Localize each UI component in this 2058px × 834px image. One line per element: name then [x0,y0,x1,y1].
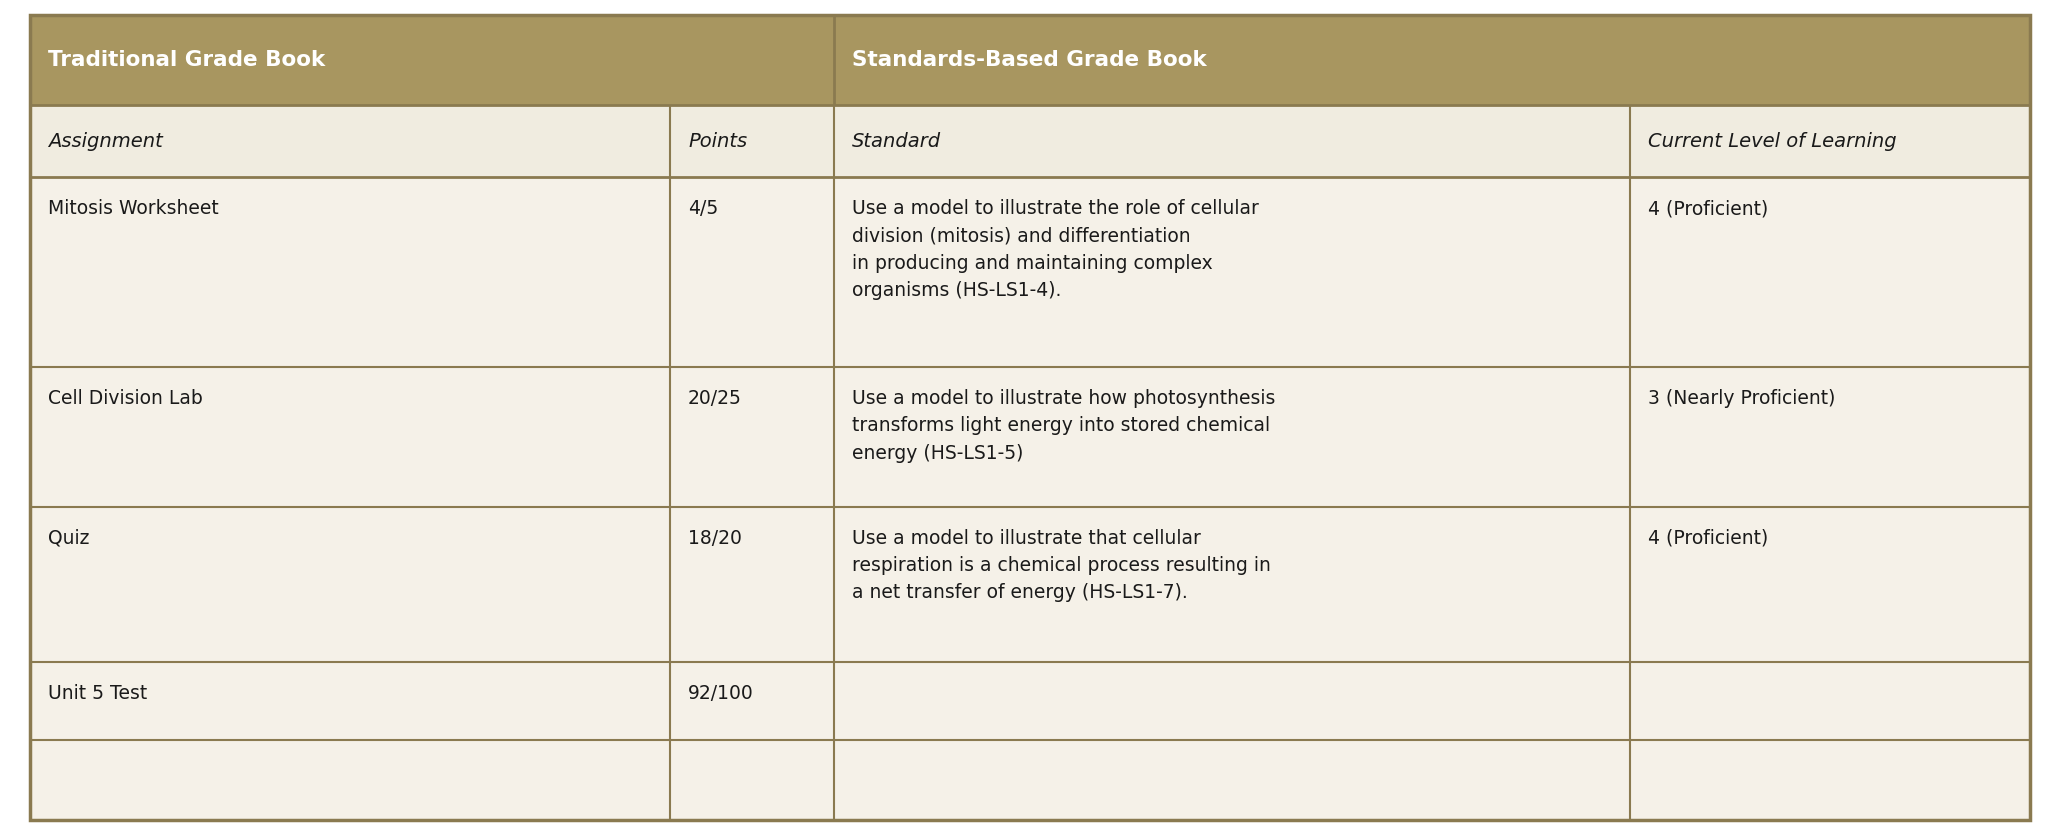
Text: Use a model to illustrate that cellular
respiration is a chemical process result: Use a model to illustrate that cellular … [852,529,1272,602]
Text: Use a model to illustrate how photosynthesis
transforms light energy into stored: Use a model to illustrate how photosynth… [852,389,1276,463]
Text: Traditional Grade Book: Traditional Grade Book [47,50,325,70]
Text: 4 (Proficient): 4 (Proficient) [1648,199,1768,218]
Bar [31,177,2029,367]
Text: Points: Points [687,132,747,150]
Text: Use a model to illustrate the role of cellular
division (mitosis) and differenti: Use a model to illustrate the role of ce… [852,199,1259,299]
Bar [31,105,2029,177]
Text: 4 (Proficient): 4 (Proficient) [1648,529,1768,548]
Text: 20/25: 20/25 [687,389,741,408]
Text: Current Level of Learning: Current Level of Learning [1648,132,1897,150]
Text: Cell Division Lab: Cell Division Lab [47,389,204,408]
Text: Unit 5 Test: Unit 5 Test [47,684,148,703]
Bar [31,367,2029,507]
Text: Quiz: Quiz [47,529,88,548]
Text: 18/20: 18/20 [687,529,741,548]
Bar [31,662,2029,740]
Text: 4/5: 4/5 [687,199,718,218]
Text: Standard: Standard [852,132,941,150]
Text: 92/100: 92/100 [687,684,753,703]
Text: Standards-Based Grade Book: Standards-Based Grade Book [852,50,1206,70]
Text: 3 (Nearly Proficient): 3 (Nearly Proficient) [1648,389,1836,408]
Text: Assignment: Assignment [47,132,163,150]
Text: Mitosis Worksheet: Mitosis Worksheet [47,199,218,218]
Bar [31,15,2029,105]
Bar [31,507,2029,662]
